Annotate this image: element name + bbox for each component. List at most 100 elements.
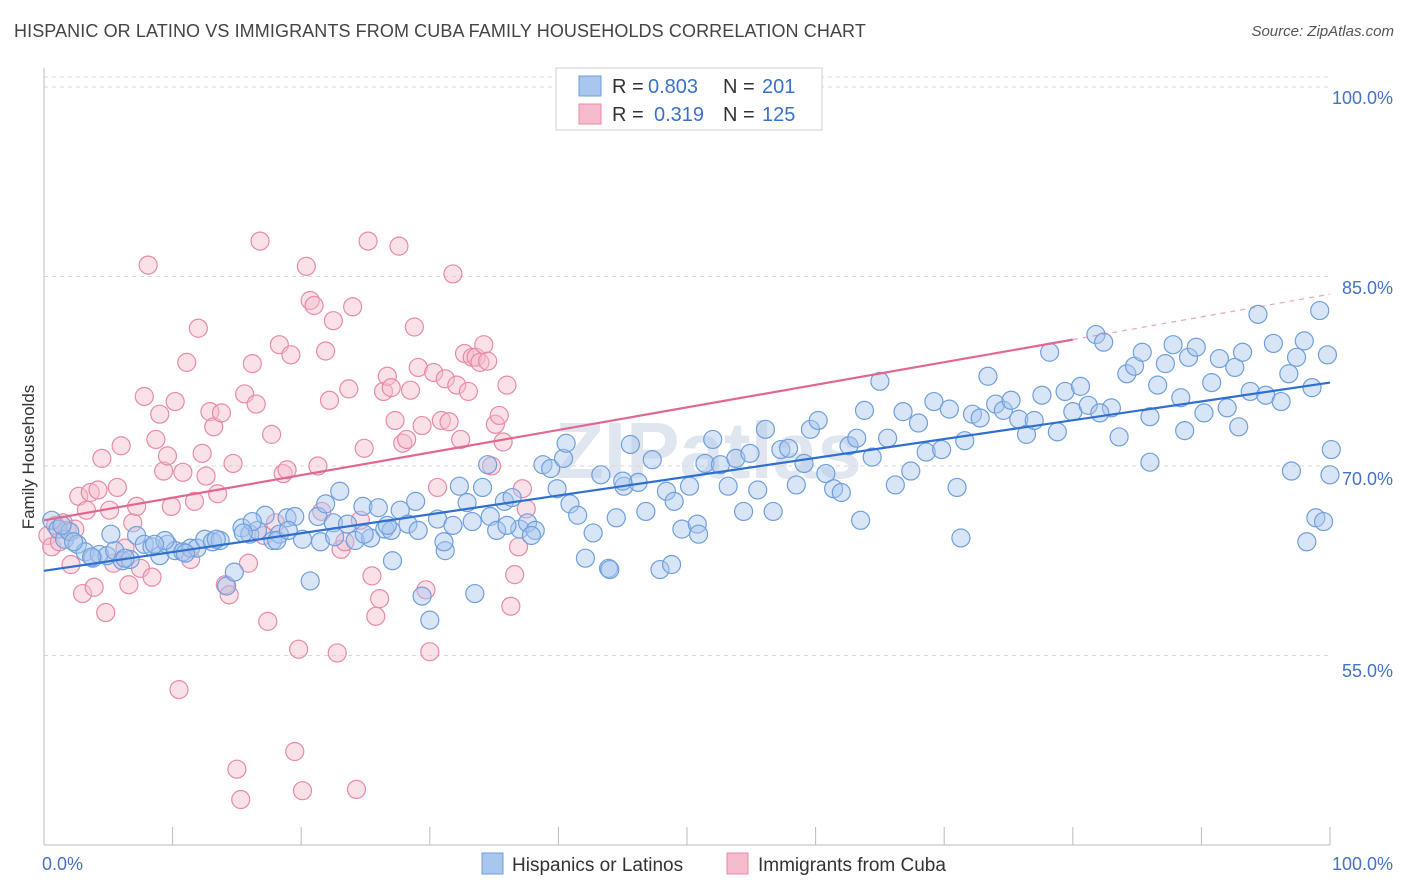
data-point-immigrants-from-cuba bbox=[346, 779, 367, 800]
x-tick-label-min: 0.0% bbox=[42, 854, 83, 874]
data-point-hispanics-or-latinos bbox=[382, 551, 403, 571]
data-point-hispanics-or-latinos bbox=[408, 520, 428, 541]
data-point-hispanics-or-latinos bbox=[794, 453, 814, 474]
data-point-immigrants-from-cuba bbox=[447, 375, 467, 395]
y-tick-label-85: 85.0% bbox=[1342, 278, 1393, 298]
data-point-hispanics-or-latinos bbox=[664, 491, 684, 511]
data-point-hispanics-or-latinos bbox=[1313, 511, 1334, 532]
data-point-hispanics-or-latinos bbox=[748, 480, 768, 500]
data-point-immigrants-from-cuba bbox=[343, 297, 363, 317]
data-point-immigrants-from-cuba bbox=[458, 381, 478, 402]
data-point-immigrants-from-cuba bbox=[412, 415, 432, 436]
data-point-immigrants-from-cuba bbox=[126, 496, 147, 517]
data-point-immigrants-from-cuba bbox=[327, 643, 347, 663]
data-point-immigrants-from-cuba bbox=[138, 255, 158, 275]
data-point-immigrants-from-cuba bbox=[76, 500, 97, 520]
data-point-hispanics-or-latinos bbox=[970, 408, 990, 428]
data-point-hispanics-or-latinos bbox=[541, 458, 561, 479]
data-point-immigrants-from-cuba bbox=[61, 554, 81, 575]
data-point-immigrants-from-cuba bbox=[316, 341, 336, 361]
data-point-immigrants-from-cuba bbox=[505, 565, 525, 585]
data-point-immigrants-from-cuba bbox=[439, 412, 459, 432]
data-point-immigrants-from-cuba bbox=[489, 405, 509, 426]
legend-n-value-pink: 125 bbox=[762, 104, 795, 126]
data-point-hispanics-or-latinos bbox=[1320, 465, 1340, 485]
data-point-hispanics-or-latinos bbox=[48, 519, 68, 539]
data-point-hispanics-or-latinos bbox=[839, 436, 859, 456]
data-point-immigrants-from-cuba bbox=[88, 480, 108, 500]
data-point-immigrants-from-cuba bbox=[173, 462, 193, 482]
data-point-immigrants-from-cuba bbox=[366, 606, 386, 626]
data-point-hispanics-or-latinos bbox=[978, 366, 998, 386]
x-tick-label-max: 100.0% bbox=[1332, 854, 1393, 874]
data-point-hispanics-or-latinos bbox=[134, 534, 154, 554]
data-point-immigrants-from-cuba bbox=[84, 577, 104, 597]
data-point-immigrants-from-cuba bbox=[323, 311, 343, 331]
data-point-hispanics-or-latinos bbox=[878, 428, 898, 448]
data-point-hispanics-or-latinos bbox=[1297, 532, 1317, 552]
data-point-hispanics-or-latinos bbox=[406, 491, 426, 511]
data-point-hispanics-or-latinos bbox=[1321, 439, 1341, 460]
legend-n-label-blue: N = bbox=[723, 76, 755, 98]
data-point-hispanics-or-latinos bbox=[598, 558, 619, 578]
data-point-hispanics-or-latinos bbox=[771, 439, 791, 460]
chart-title: HISPANIC OR LATINO VS IMMIGRANTS FROM CU… bbox=[14, 21, 866, 41]
data-point-hispanics-or-latinos bbox=[1047, 422, 1067, 442]
data-point-immigrants-from-cuba bbox=[404, 317, 424, 337]
data-point-hispanics-or-latinos bbox=[703, 429, 723, 450]
data-point-immigrants-from-cuba bbox=[80, 482, 100, 503]
data-point-hispanics-or-latinos bbox=[1271, 391, 1291, 412]
data-point-hispanics-or-latinos bbox=[1140, 407, 1160, 427]
data-point-immigrants-from-cuba bbox=[111, 436, 131, 456]
data-point-hispanics-or-latinos bbox=[556, 433, 576, 453]
data-point-hispanics-or-latinos bbox=[924, 391, 944, 412]
trend-line-extension-immigrants-from-cuba bbox=[1072, 293, 1331, 341]
data-point-hispanics-or-latinos bbox=[847, 428, 867, 448]
data-point-hispanics-or-latinos bbox=[885, 475, 905, 495]
data-point-immigrants-from-cuba bbox=[385, 410, 405, 431]
data-point-immigrants-from-cuba bbox=[304, 295, 324, 316]
data-point-immigrants-from-cuba bbox=[362, 566, 382, 586]
data-point-hispanics-or-latinos bbox=[1178, 347, 1199, 367]
data-point-hispanics-or-latinos bbox=[300, 571, 320, 591]
data-point-immigrants-from-cuba bbox=[339, 379, 359, 399]
data-point-hispanics-or-latinos bbox=[1171, 388, 1191, 408]
data-point-hispanics-or-latinos bbox=[932, 439, 952, 460]
data-point-immigrants-from-cuba bbox=[227, 759, 247, 779]
data-point-hispanics-or-latinos bbox=[1094, 332, 1114, 352]
data-point-immigrants-from-cuba bbox=[319, 390, 340, 410]
data-point-hispanics-or-latinos bbox=[457, 493, 477, 513]
legend-swatch-pink bbox=[578, 103, 602, 125]
data-point-hispanics-or-latinos bbox=[1281, 461, 1302, 481]
data-point-hispanics-or-latinos bbox=[1148, 375, 1168, 395]
data-point-hispanics-or-latinos bbox=[688, 524, 709, 544]
data-point-hispanics-or-latinos bbox=[575, 548, 596, 568]
data-point-hispanics-or-latinos bbox=[1117, 364, 1137, 384]
data-point-hispanics-or-latinos bbox=[1310, 300, 1330, 321]
data-point-hispanics-or-latinos bbox=[1155, 354, 1175, 374]
data-point-hispanics-or-latinos bbox=[553, 448, 574, 468]
bottom-legend-swatch-blue bbox=[481, 852, 504, 875]
data-point-hispanics-or-latinos bbox=[1317, 345, 1338, 365]
data-point-hispanics-or-latinos bbox=[224, 562, 244, 582]
legend-r-label-blue: R = bbox=[612, 76, 644, 98]
y-axis-title: Family Households bbox=[19, 385, 38, 530]
data-point-hispanics-or-latinos bbox=[1055, 381, 1075, 402]
data-point-immigrants-from-cuba bbox=[281, 345, 301, 365]
legend-r-value-blue: 0.803 bbox=[648, 76, 698, 98]
data-point-hispanics-or-latinos bbox=[862, 447, 882, 467]
data-point-hispanics-or-latinos bbox=[330, 481, 350, 501]
data-point-hispanics-or-latinos bbox=[1001, 390, 1021, 410]
data-point-hispanics-or-latinos bbox=[1263, 333, 1284, 354]
data-point-immigrants-from-cuba bbox=[184, 491, 205, 511]
data-point-hispanics-or-latinos bbox=[755, 419, 776, 439]
data-point-immigrants-from-cuba bbox=[381, 378, 401, 398]
data-point-hispanics-or-latinos bbox=[854, 400, 875, 420]
bottom-legend-label-blue: Hispanics or Latinos bbox=[512, 855, 683, 876]
data-point-hispanics-or-latinos bbox=[778, 438, 799, 458]
series-immigrants-from-cuba bbox=[38, 231, 536, 810]
legend-box: R = 0.803 N = 201 R = 0.319 N = 125 bbox=[555, 67, 823, 131]
data-point-immigrants-from-cuba bbox=[142, 567, 162, 587]
chart-source: Source: ZipAtlas.com bbox=[1251, 23, 1394, 40]
data-point-immigrants-from-cuba bbox=[188, 318, 208, 338]
